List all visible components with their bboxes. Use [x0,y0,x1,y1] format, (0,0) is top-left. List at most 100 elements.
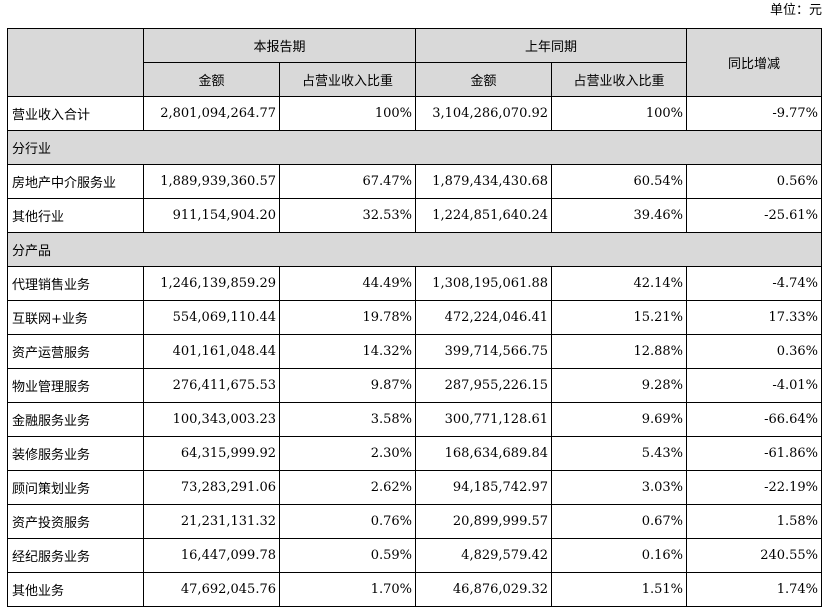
cur-amount-cell: 1,246,139,859.29 [143,266,280,301]
cur-ratio-cell: 14.32% [278,334,417,369]
cur-ratio-cell: 0.76% [278,504,417,539]
prior-amount-cell: 472,224,046.41 [415,300,553,335]
prior-amount-cell: 168,634,689.84 [415,436,553,471]
prior-amount-cell: 94,185,742.97 [415,470,553,505]
yoy-cell: -4.01% [686,368,823,403]
prior-ratio-cell: 100% [551,96,688,131]
prior-ratio-cell: 12.88% [551,334,688,369]
yoy-cell: -9.77% [686,96,823,131]
section-title: 分产品 [6,232,823,267]
row-label: 金融服务业务 [7,402,144,437]
header-cur-amount: 金额 [143,62,280,97]
row-label: 经纪服务业务 [7,538,144,573]
header-row-2: 金额 占营业收入比重 金额 占营业收入比重 [8,62,822,97]
header-yoy: 同比增减 [686,28,823,97]
table-row: 资产运营服务 401,161,048.44 14.32% 399,714,566.75… [7,334,823,369]
yoy-cell: 240.55% [686,538,823,573]
prior-ratio-cell: 9.28% [551,368,688,403]
cur-amount-cell: 554,069,110.44 [143,300,280,335]
total-row: 营业收入合计 2,801,094,264.77 100% 3,104,286,0… [7,96,823,131]
cur-ratio-cell: 44.49% [278,266,417,301]
section-row: 分行业 [6,130,823,165]
prior-amount-cell: 399,714,566.75 [415,334,553,369]
yoy-cell: -25.61% [686,198,823,233]
table-row: 经纪服务业务 16,447,099.78 0.59% 4,829,579.42 0.16… [7,538,823,573]
revenue-breakdown-table: 本报告期 上年同期 同比增减 金额 占营业收入比重 金额 占营业收入比重 营业收… [6,28,823,607]
header-prior-ratio: 占营业收入比重 [551,62,688,97]
prior-ratio-cell: 60.54% [551,164,688,199]
section-title: 分行业 [6,130,823,165]
table-row: 装修服务业务 64,315,999.92 2.30% 168,634,689.84 5.… [7,436,823,471]
row-label: 其他行业 [7,198,144,233]
cur-ratio-cell: 3.58% [278,402,417,437]
prior-ratio-cell: 42.14% [551,266,688,301]
header-period-current: 本报告期 [142,28,417,63]
row-label: 顾问策划业务 [7,470,144,505]
cur-amount-cell: 911,154,904.20 [143,198,280,233]
prior-amount-cell: 4,829,579.42 [415,538,553,573]
row-label: 物业管理服务 [7,368,144,403]
prior-ratio-cell: 39.46% [551,198,688,233]
cur-amount-cell: 16,447,099.78 [143,538,280,573]
table-row: 房地产中介服务业 1,889,939,360.57 67.47% 1,879,434,… [7,164,823,199]
cur-amount-cell: 276,411,675.53 [143,368,280,403]
prior-ratio-cell: 0.16% [551,538,688,573]
table-row: 其他业务 47,692,045.76 1.70% 46,876,029.32 1.51%… [7,572,823,607]
cur-amount-cell: 2,801,094,264.77 [143,96,280,131]
prior-ratio-cell: 9.69% [551,402,688,437]
cur-amount-cell: 100,343,003.23 [143,402,280,437]
yoy-cell: 1.74% [686,572,823,607]
header-corner-cell [7,28,144,97]
yoy-cell: 17.33% [686,300,823,335]
prior-amount-cell: 3,104,286,070.92 [415,96,553,131]
row-label: 资产投资服务 [7,504,144,539]
yoy-cell: 0.36% [686,334,823,369]
prior-amount-cell: 300,771,128.61 [415,402,553,437]
cur-ratio-cell: 32.53% [278,198,417,233]
header-period-prior: 上年同期 [415,28,688,63]
yoy-cell: -66.64% [686,402,823,437]
prior-amount-cell: 46,876,029.32 [415,572,553,607]
table-row: 物业管理服务 276,411,675.53 9.87% 287,955,226.15 9… [7,368,823,403]
cur-ratio-cell: 2.30% [278,436,417,471]
table-row: 互联网+业务 554,069,110.44 19.78% 472,224,046.41… [7,300,823,335]
cur-ratio-cell: 19.78% [278,300,417,335]
prior-ratio-cell: 5.43% [551,436,688,471]
cur-ratio-cell: 1.70% [278,572,417,607]
cur-amount-cell: 73,283,291.06 [143,470,280,505]
prior-amount-cell: 287,955,226.15 [415,368,553,403]
row-label: 装修服务业务 [7,436,144,471]
prior-ratio-cell: 0.67% [551,504,688,539]
row-label: 互联网+业务 [7,300,144,335]
row-label: 营业收入合计 [7,96,144,131]
prior-ratio-cell: 15.21% [551,300,688,335]
cur-ratio-cell: 100% [278,96,417,131]
table-row: 金融服务业务 100,343,003.23 3.58% 300,771,128.61 9… [7,402,823,437]
table-row: 顾问策划业务 73,283,291.06 2.62% 94,185,742.97 3.0… [7,470,823,505]
prior-amount-cell: 1,879,434,430.68 [415,164,553,199]
table-row: 代理销售业务 1,246,139,859.29 44.49% 1,308,195,06… [7,266,823,301]
prior-amount-cell: 20,899,999.57 [415,504,553,539]
header-row-1: 本报告期 上年同期 同比增减 [7,28,823,97]
cur-ratio-cell: 2.62% [278,470,417,505]
cur-ratio-cell: 67.47% [278,164,417,199]
cur-amount-cell: 47,692,045.76 [143,572,280,607]
table-row: 其他行业 911,154,904.20 32.53% 1,224,851,640.24… [7,198,823,233]
row-label: 代理销售业务 [7,266,144,301]
prior-amount-cell: 1,224,851,640.24 [415,198,553,233]
cur-amount-cell: 21,231,131.32 [143,504,280,539]
section-row: 分产品 [6,232,823,267]
table-body: 营业收入合计 2,801,094,264.77 100% 3,104,286,0… [6,96,823,607]
cur-amount-cell: 1,889,939,360.57 [143,164,280,199]
header-cur-ratio: 占营业收入比重 [278,62,417,97]
cur-ratio-cell: 9.87% [278,368,417,403]
row-label: 房地产中介服务业 [7,164,144,199]
yoy-cell: 1.58% [686,504,823,539]
table-row: 资产投资服务 21,231,131.32 0.76% 20,899,999.57 0.6… [7,504,823,539]
yoy-cell: 0.56% [686,164,823,199]
yoy-cell: -22.19% [686,470,823,505]
row-label: 资产运营服务 [7,334,144,369]
cur-ratio-cell: 0.59% [278,538,417,573]
prior-amount-cell: 1,308,195,061.88 [415,266,553,301]
yoy-cell: -61.86% [686,436,823,471]
